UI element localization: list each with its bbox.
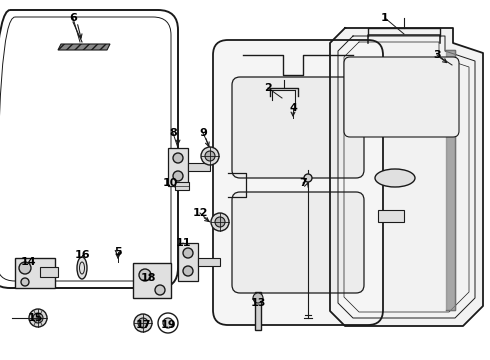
Circle shape — [19, 262, 31, 274]
Text: 17: 17 — [135, 320, 151, 330]
Text: 16: 16 — [74, 250, 90, 260]
Text: 2: 2 — [264, 83, 272, 93]
Text: 1: 1 — [381, 13, 389, 23]
Bar — [198, 258, 220, 266]
Text: 6: 6 — [69, 13, 77, 23]
Text: 18: 18 — [140, 273, 156, 283]
Text: 8: 8 — [169, 128, 177, 138]
Circle shape — [183, 266, 193, 276]
Text: 15: 15 — [27, 313, 43, 323]
Bar — [15, 258, 55, 288]
Text: 12: 12 — [192, 208, 208, 218]
Ellipse shape — [77, 257, 87, 279]
Text: 3: 3 — [433, 50, 441, 60]
FancyBboxPatch shape — [213, 40, 383, 325]
Polygon shape — [446, 50, 455, 310]
Text: 5: 5 — [114, 247, 122, 257]
Circle shape — [33, 313, 43, 323]
Text: 7: 7 — [299, 178, 307, 188]
Ellipse shape — [375, 169, 415, 187]
Bar — [255, 292, 261, 330]
Bar — [168, 148, 188, 186]
Text: 14: 14 — [20, 257, 36, 267]
FancyBboxPatch shape — [344, 57, 459, 137]
Circle shape — [201, 147, 219, 165]
Circle shape — [29, 309, 47, 327]
Circle shape — [183, 248, 193, 258]
Circle shape — [304, 174, 312, 182]
Text: 11: 11 — [175, 238, 191, 248]
Circle shape — [134, 314, 152, 332]
Text: 9: 9 — [199, 128, 207, 138]
Bar — [378, 210, 404, 222]
Polygon shape — [330, 28, 483, 326]
Circle shape — [211, 213, 229, 231]
Bar — [188, 163, 210, 171]
Circle shape — [163, 318, 173, 328]
Circle shape — [205, 151, 215, 161]
Circle shape — [21, 278, 29, 286]
Polygon shape — [58, 44, 110, 50]
Circle shape — [139, 269, 151, 281]
Text: 13: 13 — [250, 298, 266, 308]
FancyBboxPatch shape — [232, 77, 364, 178]
Circle shape — [253, 293, 263, 303]
Bar — [40, 267, 58, 277]
Circle shape — [138, 318, 148, 328]
Circle shape — [155, 285, 165, 295]
Bar — [175, 182, 189, 190]
FancyBboxPatch shape — [232, 192, 364, 293]
Circle shape — [173, 153, 183, 163]
Text: 19: 19 — [160, 320, 176, 330]
Bar — [133, 263, 171, 298]
Bar — [178, 243, 198, 281]
Text: 4: 4 — [289, 103, 297, 113]
Text: 10: 10 — [162, 178, 178, 188]
Circle shape — [173, 171, 183, 181]
Circle shape — [215, 217, 225, 227]
